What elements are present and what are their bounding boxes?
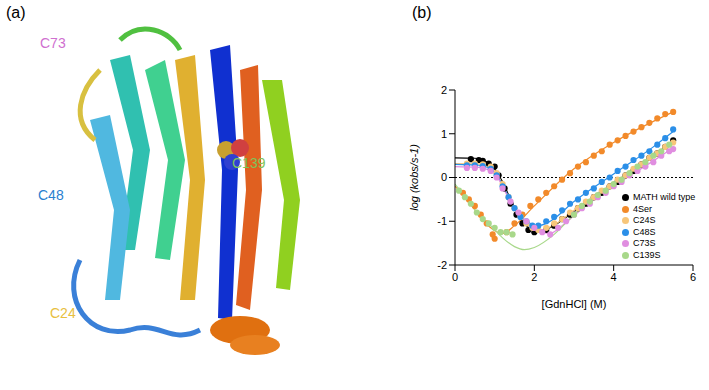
html-text:C48S: C48S <box>633 226 656 237</box>
html-text:C73S: C73S <box>633 238 656 248</box>
svg-text:-2: -2 <box>437 259 447 271</box>
html-text:C139S: C139S <box>633 249 661 260</box>
svg-text:6: 6 <box>690 271 696 283</box>
svg-text:-1: -1 <box>437 215 447 227</box>
svg-text:C73: C73 <box>40 35 66 51</box>
svg-text:2: 2 <box>441 84 447 96</box>
html-text:C24S: C24S <box>633 215 656 225</box>
svg-text:4: 4 <box>611 271 617 283</box>
html-text:4Ser: 4Ser <box>633 203 652 214</box>
html-text:(b): (b) <box>412 4 432 21</box>
svg-text:C24: C24 <box>50 305 76 321</box>
svg-text:C48: C48 <box>38 187 64 203</box>
svg-text:2: 2 <box>531 271 537 283</box>
svg-text:[GdnHCl] (M): [GdnHCl] (M) <box>542 298 607 310</box>
svg-text:1: 1 <box>441 128 447 140</box>
svg-text:0: 0 <box>441 171 447 183</box>
svg-text:C139: C139 <box>232 155 266 171</box>
html-text:MATH wild type: MATH wild type <box>633 192 696 202</box>
svg-text:log (kobs/s-1): log (kobs/s-1) <box>408 144 420 211</box>
svg-text:(a): (a) <box>6 4 26 21</box>
svg-text:0: 0 <box>452 271 458 283</box>
